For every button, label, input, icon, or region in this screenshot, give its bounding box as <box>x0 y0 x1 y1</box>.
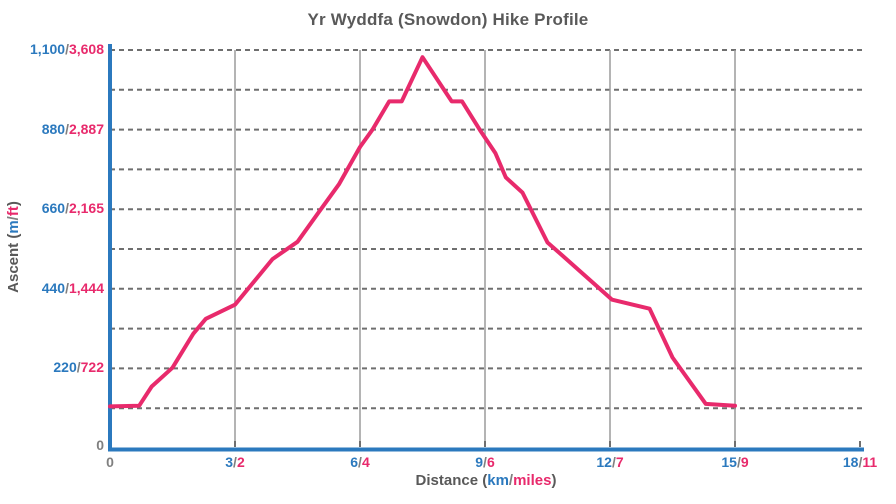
x-tick-label: 18/11 <box>815 454 896 470</box>
x-tick-km: 6 <box>350 454 359 470</box>
chart-title: Yr Wyddfa (Snowdon) Hike Profile <box>307 10 589 29</box>
y-tick-label: 1,100/3,608 <box>0 41 104 57</box>
x-label-separator: / <box>508 472 514 489</box>
y-tick-ft: 2,887 <box>68 120 104 137</box>
x-tick-label: 9/6 <box>440 454 530 470</box>
y-tick-label: 660/2,165 <box>0 200 104 216</box>
y-label-suffix: ) <box>5 201 22 207</box>
y-label-prefix: Ascent ( <box>5 233 22 293</box>
y-tick-ft: 722 <box>80 359 104 376</box>
y-tick-m: 220 <box>53 359 77 376</box>
x-tick-miles: 9 <box>740 454 749 470</box>
ascent-profile-line <box>108 55 737 409</box>
axes <box>108 44 864 452</box>
x-tick-label: 6/4 <box>315 454 405 470</box>
y-label-separator: / <box>5 216 22 221</box>
y-tick-label: 440/1,444 <box>0 280 104 296</box>
x-tick-label: 0 <box>65 454 155 470</box>
y-tick-sep: / <box>65 279 69 296</box>
x-tick-km: 9 <box>475 454 484 470</box>
x-label-prefix: Distance ( <box>415 472 488 489</box>
x-tick-marks <box>234 441 861 447</box>
y-tick-sep: / <box>65 41 69 57</box>
x-tick-miles: 2 <box>236 454 245 470</box>
x-tick-miles: 6 <box>486 454 495 470</box>
y-tick-ft: 1,444 <box>68 279 104 296</box>
y-tick-label: 880/2,887 <box>0 121 104 137</box>
y-tick-label: 220/722 <box>0 359 104 375</box>
y-axis-label: Ascent (m/ft) <box>5 147 23 347</box>
horizontal-gridlines <box>110 49 864 410</box>
series <box>108 55 737 409</box>
x-tick-sep: / <box>858 454 863 470</box>
x-axis-label: Distance (km/miles) <box>286 472 686 489</box>
x-tick-miles: 11 <box>862 454 878 470</box>
y-tick-m: 440 <box>41 279 66 296</box>
y-tick-ft: 2,165 <box>68 200 104 217</box>
y-tick-sep: / <box>65 200 69 217</box>
x-tick-sep: / <box>483 454 487 470</box>
y-tick-sep: / <box>65 120 69 137</box>
x-tick-label: 3/2 <box>190 454 280 470</box>
x-label-suffix: ) <box>551 472 557 489</box>
x-tick-km: 15 <box>721 454 737 470</box>
y-tick-label: 0 <box>0 437 104 453</box>
x-tick-label: 15/9 <box>690 454 780 470</box>
x-tick-miles: 7 <box>615 454 624 470</box>
x-tick-sep: / <box>233 454 237 470</box>
x-tick-km: 12 <box>596 454 612 470</box>
y-tick-ft: 3,608 <box>68 41 104 57</box>
x-label-miles-unit: miles <box>513 472 552 489</box>
y-tick-m: 660 <box>41 200 66 217</box>
x-tick-label: 12/7 <box>565 454 655 470</box>
y-tick-m: 880 <box>41 120 66 137</box>
x-tick-miles: 4 <box>361 454 370 470</box>
y-label-ft-unit: ft <box>5 206 22 217</box>
y-tick-zero: 0 <box>96 437 104 453</box>
x-tick-sep: / <box>736 454 741 470</box>
x-label-km-unit: km <box>487 472 509 489</box>
x-tick-sep: / <box>611 454 616 470</box>
y-tick-m: 1,100 <box>30 41 66 57</box>
x-tick-km: 18 <box>842 454 859 470</box>
x-tick-zero: 0 <box>106 454 114 470</box>
x-tick-sep: / <box>358 454 362 470</box>
y-label-m-unit: m <box>5 220 22 234</box>
y-tick-sep: / <box>76 359 81 376</box>
vertical-gridlines <box>234 50 736 446</box>
x-tick-km: 3 <box>225 454 234 470</box>
